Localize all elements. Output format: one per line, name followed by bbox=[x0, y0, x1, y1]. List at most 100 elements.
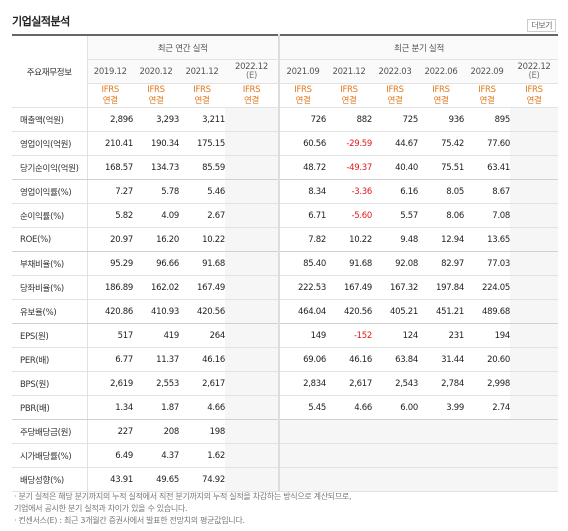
table-cell bbox=[510, 203, 559, 228]
table-cell: 7.82 bbox=[279, 227, 326, 252]
table-cell: 2,998 bbox=[464, 371, 510, 396]
row-label: 당기순이익(억원) bbox=[12, 155, 88, 180]
ifrs-standard: IFRS bbox=[525, 84, 543, 95]
table-cell bbox=[225, 323, 280, 348]
table-cell bbox=[279, 467, 326, 492]
table-cell bbox=[372, 443, 418, 468]
ifrs-consolidated: 연결 bbox=[526, 95, 542, 106]
table-cell: 16.20 bbox=[133, 227, 179, 252]
table-cell bbox=[510, 275, 559, 300]
ifrs-standard: IFRS bbox=[432, 84, 450, 95]
table-cell bbox=[279, 443, 326, 468]
row-header-label: 주요재무정보 bbox=[12, 34, 88, 108]
table-cell bbox=[510, 443, 559, 468]
period-header: 2022.06 bbox=[418, 59, 464, 84]
period-header: 2021.12 bbox=[179, 59, 225, 84]
table-cell: 725 bbox=[372, 107, 418, 132]
row-label: 순이익률(%) bbox=[12, 203, 88, 228]
table-cell: 2.67 bbox=[179, 203, 225, 228]
table-row: BPS(원) 2,619 2,553 2,617 2,834 2,617 2,543 2,78… bbox=[12, 371, 559, 396]
period-header: 2019.12 bbox=[87, 59, 133, 84]
row-label: 당좌비율(%) bbox=[12, 275, 88, 300]
table-cell: 198 bbox=[179, 419, 225, 444]
period-year: 2020.12 bbox=[139, 66, 173, 77]
table-cell: 168.57 bbox=[87, 155, 133, 180]
table-row: 영업이익률(%) 7.27 5.78 5.46 8.34 -3.36 6.16 8.05 8.6… bbox=[12, 179, 559, 204]
table-cell: 48.72 bbox=[279, 155, 326, 180]
table-cell bbox=[372, 467, 418, 492]
ifrs-standard: IFRS bbox=[478, 84, 496, 95]
table-cell: 3.99 bbox=[418, 395, 464, 420]
table-cell bbox=[326, 419, 372, 444]
ifrs-consolidated: 연결 bbox=[194, 95, 210, 106]
table-cell bbox=[510, 371, 559, 396]
table-cell bbox=[225, 155, 280, 180]
row-label: 유보율(%) bbox=[12, 299, 88, 324]
table-cell bbox=[326, 467, 372, 492]
table-cell: 49.65 bbox=[133, 467, 179, 492]
table-cell bbox=[372, 419, 418, 444]
footnote: · 컨센서스(E) : 최근 3개월간 증권사에서 발표한 전망치의 평균값입니… bbox=[14, 516, 245, 525]
table-cell: 936 bbox=[418, 107, 464, 132]
table-cell: 7.27 bbox=[87, 179, 133, 204]
table-row: 순이익률(%) 5.82 4.09 2.67 6.71 -5.60 5.57 8.06 7.08 bbox=[12, 203, 559, 228]
table-cell: 134.73 bbox=[133, 155, 179, 180]
table-cell bbox=[510, 227, 559, 252]
table-cell: 1.34 bbox=[87, 395, 133, 420]
table-cell: 11.37 bbox=[133, 347, 179, 372]
table-cell bbox=[225, 203, 280, 228]
row-label: ROE(%) bbox=[12, 227, 88, 252]
table-cell: 91.68 bbox=[326, 251, 372, 276]
table-cell bbox=[225, 179, 280, 204]
footnote: · 분기 실적은 해당 분기까지의 누적 실적에서 직전 분기까지의 누적 실적… bbox=[14, 492, 352, 501]
table-cell: 895 bbox=[464, 107, 510, 132]
table-cell: 420.56 bbox=[326, 299, 372, 324]
table-cell: 43.91 bbox=[87, 467, 133, 492]
table-cell: 517 bbox=[87, 323, 133, 348]
table-cell: 3,211 bbox=[179, 107, 225, 132]
table-cell: 44.67 bbox=[372, 131, 418, 156]
table-cell: 6.71 bbox=[279, 203, 326, 228]
ifrs-consolidated: 연결 bbox=[295, 95, 311, 106]
table-cell: 63.41 bbox=[464, 155, 510, 180]
table-cell: 2,553 bbox=[133, 371, 179, 396]
table-cell: 74.92 bbox=[179, 467, 225, 492]
estimate-marker: (E) bbox=[245, 71, 258, 81]
period-year: 2021.12 bbox=[185, 66, 219, 77]
table-cell: 4.66 bbox=[179, 395, 225, 420]
table-cell: 77.60 bbox=[464, 131, 510, 156]
table-cell: 197.84 bbox=[418, 275, 464, 300]
table-cell bbox=[225, 395, 280, 420]
table-cell bbox=[418, 467, 464, 492]
table-cell: 40.40 bbox=[372, 155, 418, 180]
table-cell: 60.56 bbox=[279, 131, 326, 156]
table-cell: 69.06 bbox=[279, 347, 326, 372]
table-cell: 9.48 bbox=[372, 227, 418, 252]
table-cell bbox=[464, 443, 510, 468]
table-cell bbox=[225, 443, 280, 468]
ifrs-label: IFRS 연결 bbox=[326, 83, 372, 108]
more-button[interactable]: 더보기 bbox=[527, 19, 556, 32]
table-cell: 77.03 bbox=[464, 251, 510, 276]
table-row: ROE(%) 20.97 16.20 10.22 7.82 10.22 9.48 12.94 1… bbox=[12, 227, 559, 252]
table-cell: -152 bbox=[326, 323, 372, 348]
table-cell: 167.49 bbox=[179, 275, 225, 300]
table-cell: 224.05 bbox=[464, 275, 510, 300]
table-cell bbox=[510, 347, 559, 372]
table-cell: -49.37 bbox=[326, 155, 372, 180]
table-cell: -29.59 bbox=[326, 131, 372, 156]
table-cell bbox=[225, 299, 280, 324]
ifrs-label: IFRS 연결 bbox=[179, 83, 225, 108]
table-cell bbox=[510, 395, 559, 420]
table-cell: 82.97 bbox=[418, 251, 464, 276]
table-cell: 92.08 bbox=[372, 251, 418, 276]
row-label: 배당성향(%) bbox=[12, 467, 88, 492]
period-year: 2022.12 bbox=[234, 62, 269, 72]
footnotes: · 분기 실적은 해당 분기까지의 누적 실적에서 직전 분기까지의 누적 실적… bbox=[14, 491, 352, 527]
table-cell: 1.87 bbox=[133, 395, 179, 420]
table-cell: 410.93 bbox=[133, 299, 179, 324]
table-cell bbox=[225, 275, 280, 300]
table-row: EPS(원) 517 419 264 149 -152 124 231 194 bbox=[12, 323, 559, 348]
table-cell: 162.02 bbox=[133, 275, 179, 300]
